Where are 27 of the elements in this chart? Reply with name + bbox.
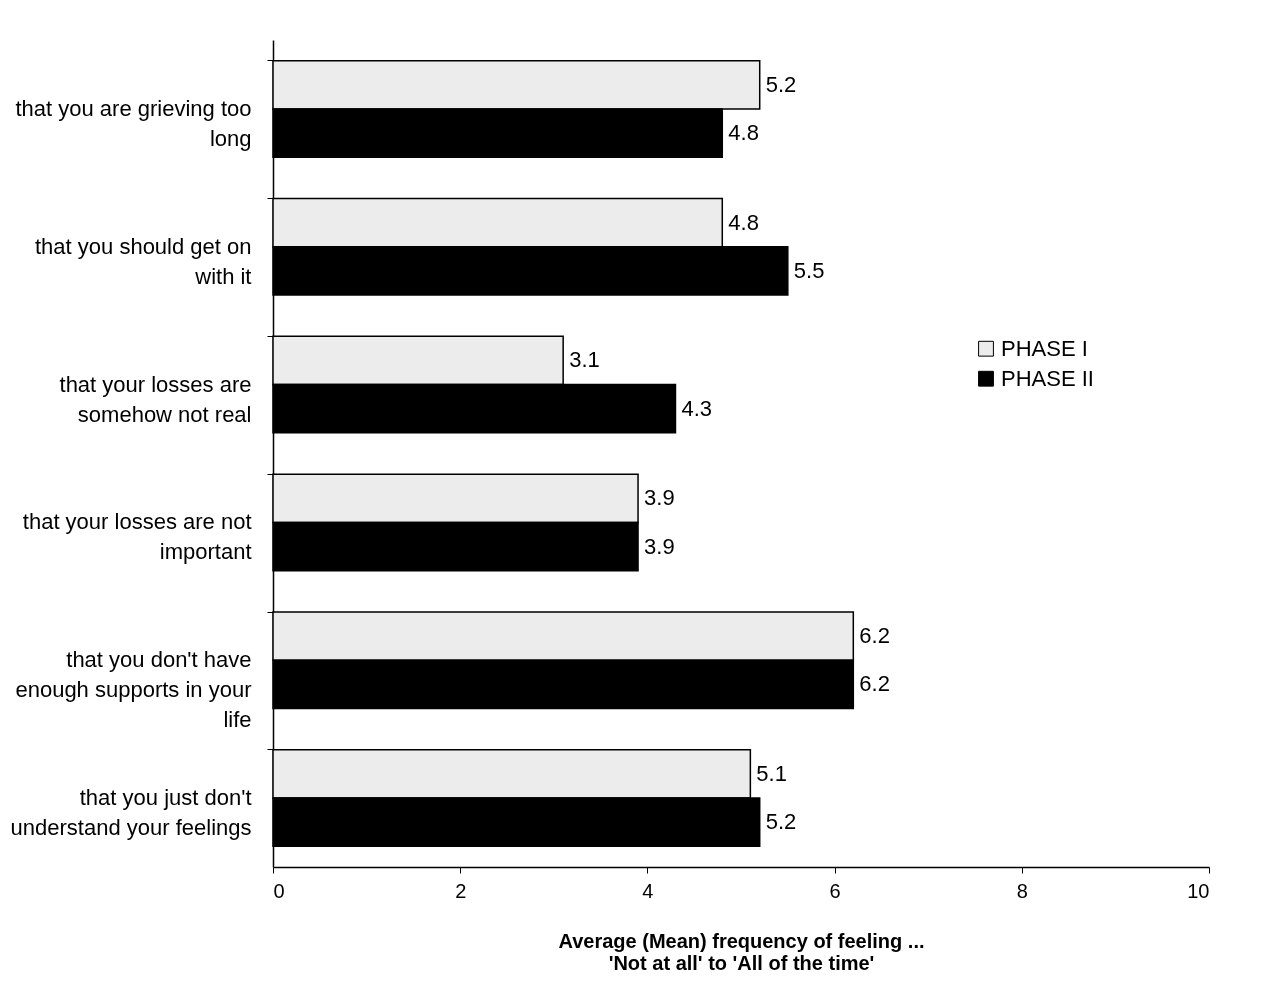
data-label: 4.3 <box>681 395 713 421</box>
data-label: 3.9 <box>644 533 675 559</box>
legend-label: PHASE II <box>1001 365 1094 391</box>
x-tick-label: 2 <box>455 879 467 902</box>
x-tick-label: 10 <box>1187 879 1210 902</box>
x-tick-label: 6 <box>829 879 841 902</box>
data-label: 3.1 <box>569 347 600 373</box>
x-tick-label: 0 <box>273 879 285 902</box>
data-label: 5.2 <box>765 71 797 97</box>
data-label: 4.8 <box>728 209 759 235</box>
data-label: 5.1 <box>756 760 787 786</box>
x-axis-title: Average (Mean) frequency of feeling ... 'Not at all' to 'All of the time' <box>558 929 925 974</box>
data-label: 3.9 <box>644 485 675 511</box>
legend-label: PHASE I <box>1001 335 1088 361</box>
y-tick-label: that you should get on with it <box>35 233 252 289</box>
data-label: 4.8 <box>728 120 759 146</box>
data-label: 6.2 <box>859 671 890 697</box>
x-tick-label: 4 <box>642 879 654 902</box>
y-tick-label: that your losses are not important <box>22 509 252 565</box>
y-tick-label: that you don't have enough supports in your life <box>15 647 252 733</box>
data-label: 6.2 <box>859 623 890 649</box>
y-tick-label: that your losses are somehow not real <box>59 371 252 427</box>
data-label: 5.5 <box>793 257 825 283</box>
y-tick-label: that you just don't understand your feelings <box>10 785 252 841</box>
data-label: 5.2 <box>765 809 797 835</box>
x-tick-label: 8 <box>1016 879 1028 902</box>
y-tick-label: that you are grieving too long <box>15 95 252 151</box>
